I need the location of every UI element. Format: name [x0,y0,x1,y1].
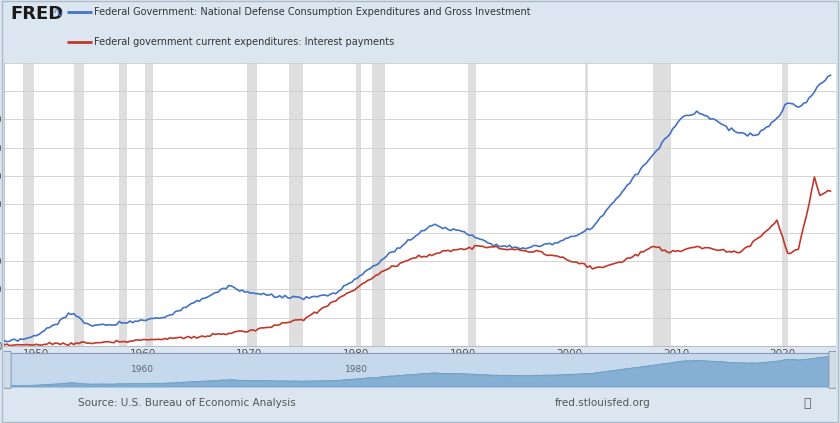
Bar [23,63,34,346]
Bar [145,63,154,346]
Bar [118,63,127,346]
Text: FRED: FRED [11,5,64,22]
FancyBboxPatch shape [829,352,837,388]
Text: ∿: ∿ [52,7,63,20]
FancyBboxPatch shape [3,352,11,388]
Text: Federal government current expenditures: Interest payments: Federal government current expenditures:… [94,37,394,47]
Bar [468,63,476,346]
Bar [4,354,836,386]
Bar [356,63,361,346]
Text: Source: U.S. Bureau of Economic Analysis: Source: U.S. Bureau of Economic Analysis [78,398,296,408]
Text: fred.stlouisfed.org: fred.stlouisfed.org [555,398,651,408]
Bar [585,63,588,346]
Text: Federal Government: National Defense Consumption Expenditures and Gross Investme: Federal Government: National Defense Con… [94,7,531,17]
Bar [74,63,84,346]
Bar [290,63,302,346]
Bar [372,63,386,346]
Bar [247,63,257,346]
Text: ⤢: ⤢ [803,397,811,410]
Bar [654,63,670,346]
Text: 1980: 1980 [344,365,368,374]
Text: 1960: 1960 [131,365,155,374]
Bar [783,63,788,346]
